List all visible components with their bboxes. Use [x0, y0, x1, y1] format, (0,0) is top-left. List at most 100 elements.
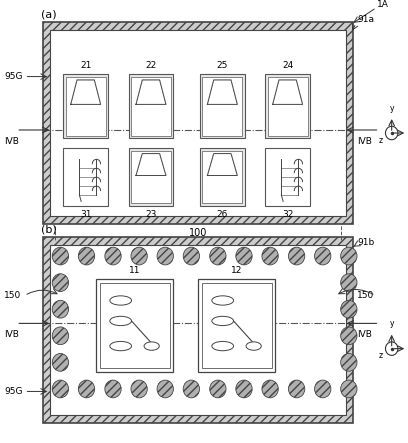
Polygon shape — [207, 154, 237, 175]
Text: (b): (b) — [41, 225, 57, 235]
Bar — [50, 30, 346, 216]
Text: 25: 25 — [217, 61, 228, 70]
Bar — [265, 74, 310, 139]
Text: y: y — [389, 104, 394, 113]
Circle shape — [105, 380, 121, 398]
Circle shape — [52, 380, 69, 398]
Text: 150: 150 — [357, 291, 374, 300]
Text: 150: 150 — [4, 291, 21, 300]
Circle shape — [236, 247, 252, 265]
Text: 32: 32 — [282, 210, 293, 219]
Circle shape — [210, 380, 226, 398]
Ellipse shape — [212, 296, 233, 305]
Ellipse shape — [110, 316, 131, 326]
Polygon shape — [207, 80, 237, 105]
Bar — [43, 237, 353, 423]
Bar — [100, 283, 170, 368]
Circle shape — [105, 247, 121, 265]
Circle shape — [131, 247, 147, 265]
Polygon shape — [207, 154, 237, 175]
Circle shape — [210, 247, 226, 265]
Bar — [265, 148, 310, 206]
Text: 26: 26 — [217, 210, 228, 219]
Circle shape — [288, 380, 305, 398]
Text: 91a: 91a — [357, 16, 374, 24]
Circle shape — [52, 247, 69, 265]
Circle shape — [157, 247, 173, 265]
Circle shape — [315, 247, 331, 265]
Circle shape — [341, 354, 357, 371]
Bar — [129, 74, 173, 139]
Circle shape — [52, 327, 69, 345]
Text: z: z — [379, 136, 383, 144]
Circle shape — [131, 380, 147, 398]
Polygon shape — [273, 80, 303, 105]
Bar — [129, 148, 173, 206]
Circle shape — [236, 380, 252, 398]
Text: y: y — [389, 319, 394, 328]
Circle shape — [341, 274, 357, 291]
Polygon shape — [136, 80, 166, 105]
Bar — [96, 279, 173, 372]
Bar — [131, 77, 171, 136]
Bar — [66, 77, 106, 136]
Bar — [202, 283, 272, 368]
Circle shape — [157, 380, 173, 398]
Circle shape — [183, 247, 200, 265]
Text: IVB: IVB — [357, 136, 372, 146]
Polygon shape — [273, 80, 303, 105]
Ellipse shape — [110, 296, 131, 305]
Text: 31: 31 — [80, 210, 91, 219]
Polygon shape — [71, 80, 101, 105]
Text: IVB: IVB — [357, 330, 372, 339]
Circle shape — [183, 380, 200, 398]
Ellipse shape — [144, 342, 159, 350]
Circle shape — [52, 300, 69, 318]
Text: z: z — [379, 351, 383, 360]
Polygon shape — [207, 80, 237, 105]
Circle shape — [78, 380, 95, 398]
Text: 24: 24 — [282, 61, 293, 70]
Circle shape — [78, 247, 95, 265]
Bar — [202, 77, 242, 136]
Text: IVB: IVB — [4, 136, 19, 146]
Bar — [131, 151, 171, 203]
Polygon shape — [71, 80, 101, 105]
Text: 22: 22 — [145, 61, 157, 70]
Circle shape — [288, 247, 305, 265]
Bar — [63, 74, 108, 139]
Circle shape — [341, 300, 357, 318]
Circle shape — [315, 380, 331, 398]
Bar — [202, 151, 242, 203]
Bar — [63, 148, 108, 206]
Text: 11: 11 — [129, 266, 140, 275]
Circle shape — [52, 274, 69, 291]
Text: 1A: 1A — [377, 0, 389, 9]
Text: IVB: IVB — [4, 330, 19, 339]
Ellipse shape — [212, 342, 233, 351]
Text: 21: 21 — [80, 61, 91, 70]
Ellipse shape — [212, 316, 233, 326]
Polygon shape — [136, 154, 166, 175]
Polygon shape — [136, 154, 166, 175]
Bar — [268, 77, 308, 136]
Circle shape — [262, 247, 278, 265]
Circle shape — [52, 354, 69, 371]
Circle shape — [341, 327, 357, 345]
Bar — [200, 148, 245, 206]
Text: 95G: 95G — [4, 72, 22, 81]
Text: 23: 23 — [145, 210, 157, 219]
Text: 95G: 95G — [4, 387, 22, 396]
Text: 100: 100 — [188, 229, 207, 238]
Circle shape — [341, 380, 357, 398]
Text: (a): (a) — [41, 10, 56, 20]
Ellipse shape — [246, 342, 261, 350]
Bar — [50, 245, 346, 415]
Text: 91b: 91b — [357, 238, 374, 247]
Circle shape — [341, 247, 357, 265]
Ellipse shape — [110, 342, 131, 351]
Bar — [198, 279, 275, 372]
Polygon shape — [136, 80, 166, 105]
Bar — [43, 22, 353, 224]
Text: 12: 12 — [231, 266, 242, 275]
